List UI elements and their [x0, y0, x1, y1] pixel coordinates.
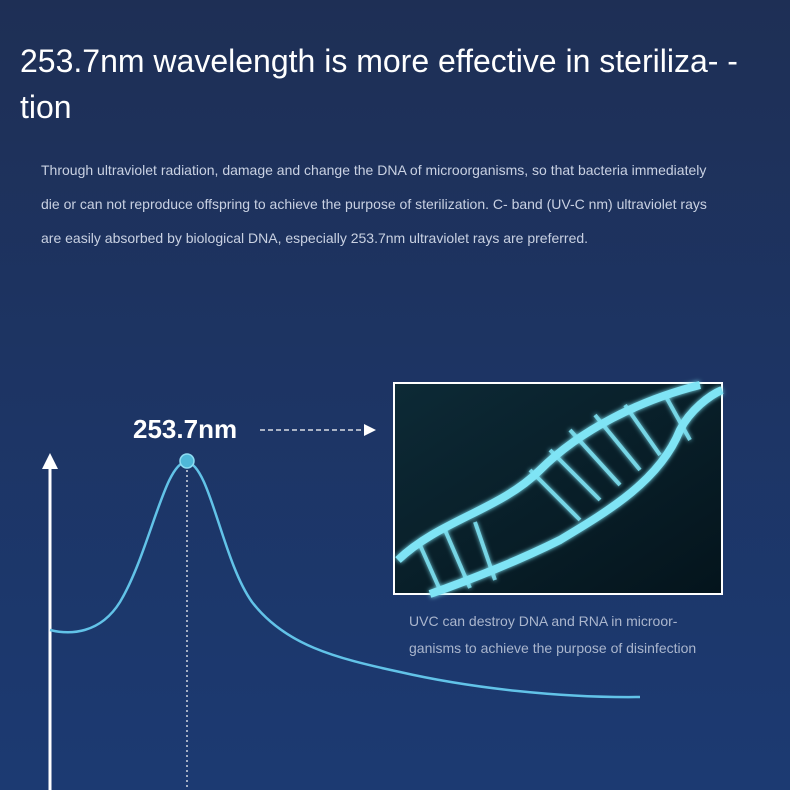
- spectrum-curve: [49, 460, 641, 699]
- title-line: tion: [20, 89, 72, 125]
- peak-label: 253.7nm: [133, 414, 237, 444]
- intro-line: are easily absorbed by biological DNA, e…: [41, 230, 588, 246]
- intro-line: Through ultraviolet radiation, damage an…: [41, 162, 706, 178]
- peak-dot: [179, 453, 195, 469]
- pointer-arrow: [364, 424, 376, 436]
- dna-image: [393, 381, 724, 598]
- caption-line: UVC can destroy DNA and RNA in microor-: [409, 613, 678, 629]
- intro-line: die or can not reproduce offspring to ac…: [41, 196, 707, 212]
- caption-line: ganisms to achieve the purpose of disinf…: [409, 640, 696, 656]
- axis-arrow: [42, 453, 58, 469]
- title-line: 253.7nm wavelength is more effective in …: [20, 43, 738, 79]
